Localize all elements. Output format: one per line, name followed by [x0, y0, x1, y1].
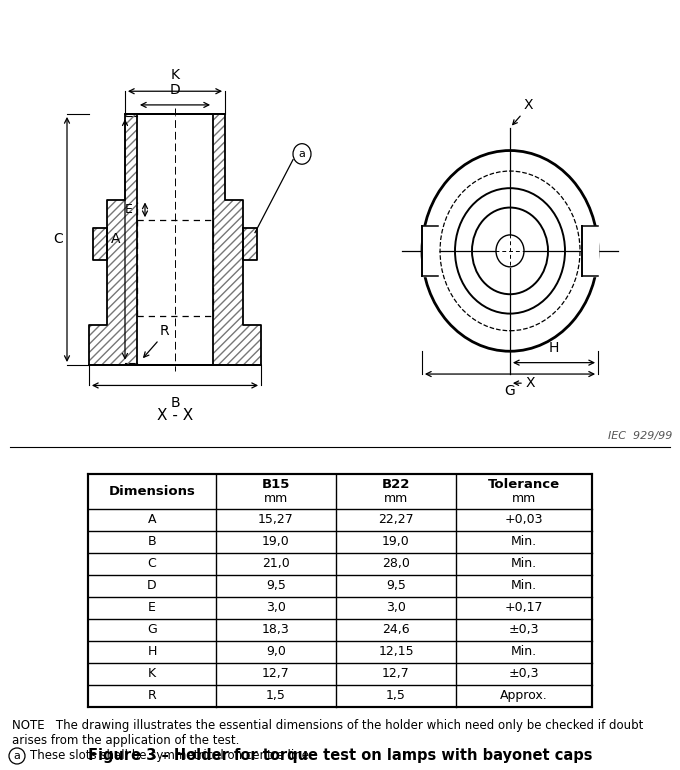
Text: X - X: X - X	[157, 408, 193, 424]
Bar	[582, 226, 598, 276]
Text: H: H	[549, 340, 559, 355]
Text: 3,0: 3,0	[386, 601, 406, 614]
Text: D: D	[147, 579, 157, 592]
Text: 18,3: 18,3	[262, 623, 290, 636]
Text: Approx.: Approx.	[500, 689, 548, 702]
Text: Min.: Min.	[511, 645, 537, 658]
Text: mm: mm	[512, 492, 536, 505]
Text: 9,5: 9,5	[386, 579, 406, 592]
Text: mm: mm	[384, 492, 408, 505]
Text: a: a	[299, 149, 305, 159]
Text: C: C	[148, 557, 156, 570]
Bar	[422, 226, 438, 276]
Text: +0,17: +0,17	[505, 601, 543, 614]
Bar	[88, 474, 592, 707]
Text: 21,0: 21,0	[262, 557, 290, 570]
Polygon shape	[243, 228, 257, 260]
Polygon shape	[89, 114, 175, 365]
Text: 12,15: 12,15	[378, 645, 414, 658]
Text: A: A	[148, 513, 156, 526]
Text: B15: B15	[262, 478, 290, 491]
Text: 19,0: 19,0	[382, 535, 410, 548]
Text: Min.: Min.	[511, 557, 537, 570]
Text: X: X	[524, 98, 534, 112]
Text: ±0,3: ±0,3	[509, 623, 539, 636]
Text: B22: B22	[381, 478, 410, 491]
Text: Figure 3 – Holder for torque test on lamps with bayonet caps: Figure 3 – Holder for torque test on lam…	[88, 748, 592, 764]
Text: NOTE   The drawing illustrates the essential dimensions of the holder which need: NOTE The drawing illustrates the essenti…	[12, 719, 643, 747]
Text: 12,7: 12,7	[382, 668, 410, 681]
Text: 28,0: 28,0	[382, 557, 410, 570]
Text: a: a	[14, 751, 20, 761]
Text: Min.: Min.	[511, 535, 537, 548]
Text: G: G	[147, 623, 157, 636]
Text: K: K	[171, 68, 180, 82]
Text: 22,27: 22,27	[378, 513, 414, 526]
Text: IEC  929/99: IEC 929/99	[608, 431, 672, 441]
Text: G: G	[505, 384, 515, 398]
Text: 12,7: 12,7	[262, 668, 290, 681]
Text: D: D	[169, 83, 180, 97]
Text: mm: mm	[264, 492, 288, 505]
Text: E: E	[125, 203, 133, 216]
Text: A: A	[112, 233, 121, 246]
Text: 1,5: 1,5	[266, 689, 286, 702]
Text: B: B	[170, 396, 180, 410]
Text: E: E	[148, 601, 156, 614]
Text: Min.: Min.	[511, 579, 537, 592]
Text: Dimensions: Dimensions	[109, 485, 195, 498]
Text: ±0,3: ±0,3	[509, 668, 539, 681]
Text: These slots shall be symmetrical on centre line.: These slots shall be symmetrical on cent…	[30, 749, 313, 762]
Text: 19,0: 19,0	[262, 535, 290, 548]
Polygon shape	[175, 114, 261, 365]
Polygon shape	[93, 228, 107, 260]
Text: R: R	[160, 323, 169, 337]
Text: 1,5: 1,5	[386, 689, 406, 702]
Text: K: K	[148, 668, 156, 681]
Text: 24,6: 24,6	[382, 623, 410, 636]
Text: 3,0: 3,0	[266, 601, 286, 614]
Text: 9,0: 9,0	[266, 645, 286, 658]
Text: +0,03: +0,03	[505, 513, 543, 526]
Text: 9,5: 9,5	[266, 579, 286, 592]
Text: C: C	[53, 233, 63, 246]
Text: Tolerance: Tolerance	[488, 478, 560, 491]
Text: R: R	[148, 689, 156, 702]
Text: H: H	[148, 645, 156, 658]
Text: X: X	[526, 377, 536, 390]
Text: B: B	[148, 535, 156, 548]
Text: 15,27: 15,27	[258, 513, 294, 526]
